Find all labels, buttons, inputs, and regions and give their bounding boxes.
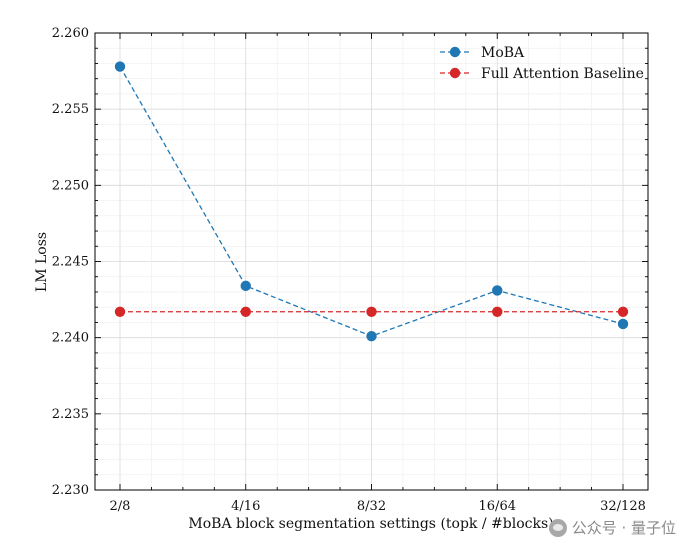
x-tick-label: 8/32 [357, 499, 386, 514]
y-tick-label: 2.255 [52, 102, 89, 117]
y-tick-label: 2.245 [52, 255, 89, 270]
watermark: 公众号 · 量子位 [548, 517, 676, 538]
x-axis-label: MoBA block segmentation settings (topk /… [188, 516, 553, 532]
axis-ticks: 2.230 2.235 2.240 2.245 2.250 2.255 2.260 2/8 4/… [52, 26, 648, 514]
wechat-icon [548, 518, 567, 537]
data-point [240, 280, 251, 292]
data-point [617, 306, 629, 317]
watermark-text: 公众号 · 量子位 [571, 519, 676, 537]
data-point [114, 61, 126, 72]
y-tick-label: 2.235 [52, 407, 89, 422]
y-tick-label: 2.230 [52, 483, 89, 498]
x-tick-label: 4/16 [231, 499, 260, 514]
y-tick-label: 2.250 [52, 178, 89, 193]
data-point [366, 330, 377, 342]
x-tick-label: 16/64 [479, 499, 516, 514]
legend-marker [449, 46, 461, 58]
legend-label: Full Attention Baseline [481, 66, 644, 82]
data-point [366, 306, 377, 317]
data-point [114, 306, 126, 317]
legend-marker [449, 67, 461, 79]
legend-label: MoBA [481, 45, 525, 61]
grid [95, 32, 648, 491]
data-point [240, 306, 251, 317]
data-point [492, 285, 503, 296]
series-layer [114, 61, 629, 342]
x-tick-label: 32/128 [600, 499, 646, 514]
y-axis-label: LM Loss [34, 232, 50, 292]
y-tick-label: 2.240 [52, 331, 89, 346]
y-tick-label: 2.260 [52, 26, 89, 41]
data-point [492, 306, 503, 317]
legend: MoBA Full Attention Baseline [440, 45, 644, 82]
x-tick-label: 2/8 [110, 499, 131, 514]
data-point [617, 318, 629, 330]
